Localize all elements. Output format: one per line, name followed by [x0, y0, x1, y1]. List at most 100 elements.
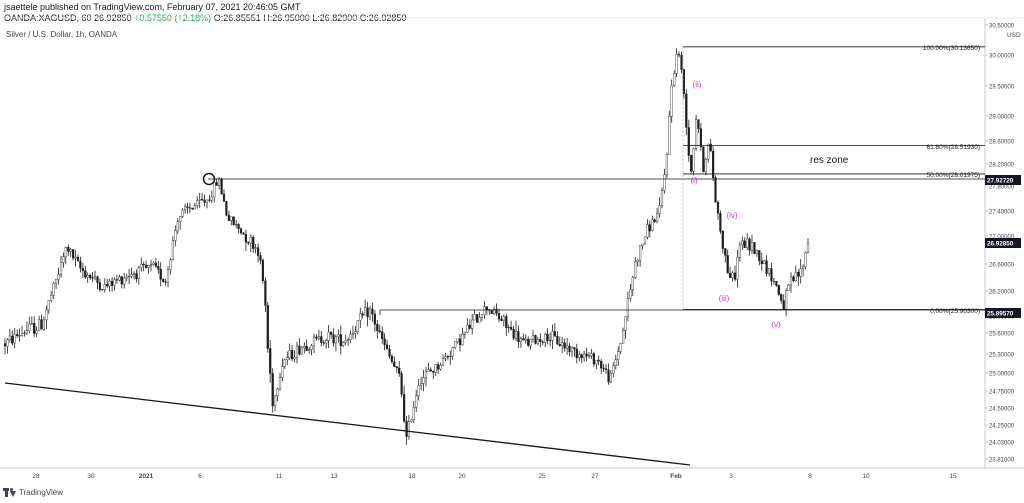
candle-body: [332, 334, 335, 344]
candle-body: [71, 249, 75, 259]
candle-body: [746, 238, 749, 248]
currency-label: USD: [1007, 32, 1021, 39]
candle-body: [242, 232, 245, 235]
candle-body: [76, 256, 80, 262]
fib-level-label: 0.00%(25.90300): [930, 308, 980, 315]
candle-body: [529, 339, 532, 346]
candle-body: [758, 250, 761, 262]
candle-body: [439, 364, 442, 370]
candle-body: [748, 238, 751, 251]
candle-body: [366, 307, 369, 318]
candle-body: [660, 190, 664, 206]
candle-body: [320, 336, 323, 343]
candle-body: [729, 273, 732, 278]
candle-body: [274, 395, 277, 407]
candle-body: [398, 367, 401, 374]
candle-body: [247, 241, 250, 244]
candle-body: [429, 369, 432, 372]
candle-body: [483, 306, 486, 316]
candle-body: [553, 331, 556, 337]
candle-body: [558, 344, 561, 346]
candle-body: [3, 343, 7, 347]
candle-body: [697, 119, 700, 129]
candle-body: [84, 270, 87, 278]
candle-body: [8, 335, 11, 340]
y-tick-label: 27.40000: [989, 209, 1015, 215]
candle-body: [595, 359, 598, 365]
x-tick-label: 28: [32, 473, 40, 480]
candle-body: [108, 280, 111, 287]
candle-body: [390, 356, 393, 362]
candle-body: [420, 383, 423, 386]
candle-body: [269, 348, 272, 374]
candle-body: [804, 252, 807, 268]
candle-body: [171, 240, 174, 261]
candle-body: [312, 336, 316, 347]
candle-body: [789, 276, 793, 286]
x-tick-label: 8: [808, 473, 812, 480]
candle-body: [549, 340, 552, 342]
candle-body: [181, 209, 184, 217]
candle-body: [624, 316, 627, 331]
candle-body: [339, 334, 342, 347]
candle-body: [690, 155, 693, 172]
candle-body: [152, 262, 155, 265]
x-tick-label: 30: [87, 473, 95, 480]
candle-body: [349, 334, 352, 341]
candle-body: [103, 284, 106, 290]
candle-body: [237, 224, 240, 229]
candle-body: [782, 300, 785, 310]
candle-body: [64, 246, 67, 258]
candle-body: [775, 281, 778, 286]
candle-body: [602, 367, 605, 369]
candle-body: [427, 369, 430, 372]
price-label-text: 27.92720: [987, 178, 1014, 185]
candle-body: [115, 279, 118, 281]
y-tick-label: 24.03000: [989, 440, 1015, 446]
candle-body: [432, 371, 435, 373]
candle-body: [437, 364, 440, 370]
candle-body: [98, 282, 101, 290]
y-tick-label: 25.30000: [989, 352, 1015, 358]
candle-body: [252, 237, 255, 249]
candle-body: [736, 257, 739, 280]
candle-body: [721, 230, 724, 249]
candles-group: [3, 48, 810, 445]
candle-body: [485, 306, 488, 310]
candle-body: [291, 350, 294, 360]
candle-body: [733, 272, 737, 280]
y-tick-label: 26.20000: [989, 289, 1015, 295]
candle-body: [45, 309, 48, 321]
candle-body: [585, 353, 588, 357]
candle-body: [755, 250, 758, 254]
candle-body: [468, 324, 471, 329]
wave-label: (iv): [726, 211, 737, 220]
candle-body: [651, 219, 654, 232]
candle-body: [123, 277, 126, 285]
candle-body: [780, 294, 783, 301]
candle-body: [368, 308, 372, 318]
candle-body: [164, 281, 167, 283]
y-tick-label: 27.80000: [989, 184, 1015, 190]
candle-body: [11, 335, 14, 344]
candle-body: [590, 353, 593, 357]
candle-body: [166, 269, 170, 283]
candle-body: [230, 216, 233, 221]
y-tick-label: 23.81000: [989, 457, 1015, 463]
candle-body: [497, 313, 501, 320]
brand-text: TradingView: [19, 488, 64, 497]
candle-body: [162, 279, 165, 282]
candle-body: [648, 224, 651, 232]
candle-body: [110, 280, 114, 286]
candle-body: [385, 344, 389, 350]
x-tick-label: 10: [862, 473, 870, 480]
candle-body: [480, 314, 483, 318]
candle-body: [186, 206, 189, 208]
candle-body: [191, 207, 194, 210]
candle-body: [188, 207, 191, 209]
candle-body: [704, 159, 707, 173]
candle-body: [205, 199, 209, 203]
candle-body: [249, 237, 252, 244]
candle-body: [731, 272, 734, 278]
